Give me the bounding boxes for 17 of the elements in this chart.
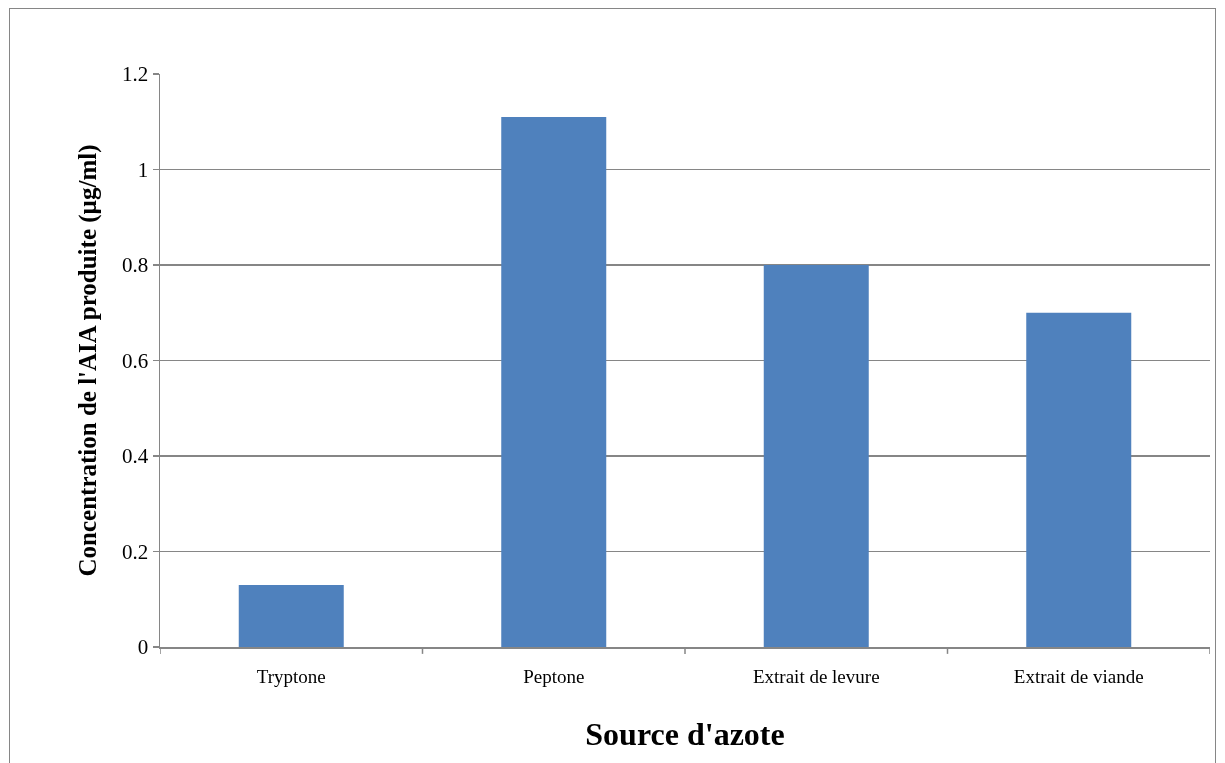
x-tick-label: Peptone xyxy=(523,666,585,688)
y-tick-label: 1.2 xyxy=(122,62,149,87)
y-tick-label: 0 xyxy=(137,635,149,660)
x-tick-label: Extrait de viande xyxy=(1013,666,1144,688)
bar xyxy=(238,584,344,647)
y-tick-label: 0.4 xyxy=(122,444,149,469)
bar xyxy=(501,116,607,647)
y-axis-title: Concentration de l'AIA produite (µg/ml) xyxy=(74,144,103,577)
x-tick-label: Tryptone xyxy=(256,666,326,688)
x-axis-title: Source d'azote xyxy=(585,715,785,752)
bar xyxy=(1026,312,1132,647)
y-tick-label: 0.6 xyxy=(122,348,149,373)
bar xyxy=(763,265,869,647)
y-tick-label: 1 xyxy=(137,157,149,182)
x-tick-label: Extrait de levure xyxy=(752,666,880,688)
y-tick-label: 0.8 xyxy=(122,253,149,278)
y-tick-label: 0.2 xyxy=(122,539,149,564)
